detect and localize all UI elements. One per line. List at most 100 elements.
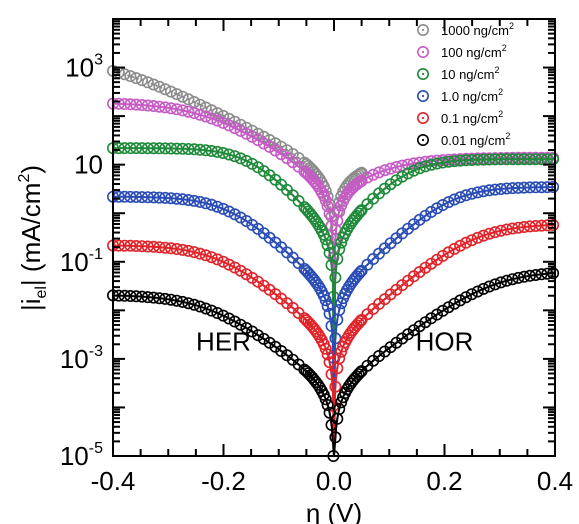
- series-3-point-center: [297, 262, 300, 265]
- series-5-point-center: [424, 321, 427, 324]
- series-3-point-center: [285, 251, 289, 254]
- series-5-point: [194, 300, 207, 313]
- series-5-point-center: [316, 383, 320, 386]
- series-5-point-center: [412, 329, 415, 332]
- series-4-point: [436, 249, 449, 262]
- series-1-point: [321, 200, 334, 213]
- series-0-point-center: [291, 152, 294, 156]
- series-1-point: [165, 102, 178, 115]
- series-3-point-center: [372, 257, 375, 261]
- series-4-point-center: [285, 302, 289, 305]
- series-5-point: [465, 288, 478, 301]
- series-4-point-center: [435, 258, 439, 261]
- series-3-point: [333, 303, 346, 316]
- series-2-point-center: [285, 188, 289, 191]
- series-4-point: [194, 247, 207, 260]
- legend-label-sup: 2: [509, 21, 514, 31]
- series-4-point: [442, 246, 455, 259]
- series-2-point: [390, 174, 403, 187]
- series-4-point-center: [372, 307, 375, 310]
- series-3-point-center: [401, 232, 404, 235]
- series-5-point-center: [360, 370, 363, 373]
- x-tick-label: 0.0: [316, 466, 352, 496]
- series-4-point: [483, 227, 496, 240]
- series-3-point: [228, 208, 241, 221]
- series-3-point-center: [326, 304, 329, 308]
- series-4-point-center: [314, 330, 318, 333]
- series-4-point-center: [297, 311, 300, 315]
- series-4-point-center: [395, 288, 398, 291]
- series-4-point-center: [268, 288, 271, 291]
- series-2-point-center: [291, 194, 294, 197]
- series-5-point-center: [401, 337, 404, 340]
- series-4-point: [471, 231, 484, 244]
- series-4-point: [448, 242, 461, 255]
- series-4-point: [319, 342, 332, 355]
- legend-marker: [416, 45, 429, 58]
- series-2-point: [419, 160, 432, 173]
- series-5-point-center: [372, 359, 375, 362]
- series-1-point: [384, 162, 397, 175]
- series-2-point-center: [297, 199, 300, 203]
- series-3-point: [448, 193, 461, 206]
- series-3-point: [430, 202, 443, 215]
- series-1-point: [333, 205, 346, 218]
- series-5-point-center: [435, 313, 439, 316]
- x-ticks-layer: [112, 19, 556, 456]
- series-3-point-center: [274, 241, 277, 244]
- series-4-point-center: [274, 293, 277, 296]
- series-4-point-center: [430, 262, 433, 265]
- series-2-point-center: [383, 187, 386, 190]
- series-2-point-center: [326, 244, 329, 247]
- legend-label-sup: 2: [498, 87, 503, 97]
- y-tick-label: 103: [65, 52, 103, 83]
- series-5-point: [448, 297, 461, 310]
- series-3-point-center: [552, 185, 555, 189]
- y-tick-label-exp: 3: [94, 52, 103, 69]
- legend-label-sup: 2: [494, 65, 499, 75]
- series-5-point: [223, 312, 236, 325]
- series-3-point-center: [360, 269, 363, 272]
- x-axis-label: η (V): [306, 498, 362, 524]
- series-5-point-center: [366, 364, 369, 367]
- x-tick-labels: -0.4 -0.2 0.0 0.2 0.4: [91, 466, 573, 496]
- series-1-point-center: [344, 196, 347, 199]
- series-2-point-center: [332, 295, 335, 298]
- series-5-point: [217, 309, 230, 322]
- y-ticks-layer: [113, 20, 555, 457]
- y-axis-label-mid: | (mA/cm: [16, 183, 46, 287]
- series-3-point-center: [389, 242, 392, 245]
- series-5-point: [176, 295, 189, 308]
- series-3-point: [425, 205, 438, 218]
- series-3-point-center: [330, 324, 333, 327]
- legend-label-sup: 2: [502, 43, 507, 53]
- series-1-point: [378, 164, 391, 177]
- series-5-point: [240, 321, 253, 334]
- series-2-point-center: [389, 183, 392, 186]
- series-5-point: [319, 393, 332, 406]
- series-3-point-center: [347, 285, 350, 288]
- series-4: [107, 219, 560, 457]
- series-5-point-center: [406, 333, 410, 336]
- series-1-point-center: [291, 161, 294, 164]
- series-2-point-center: [316, 223, 320, 226]
- series-0-point-center: [285, 149, 289, 152]
- series-3-point: [199, 197, 212, 210]
- series-5-point: [494, 276, 507, 289]
- legend-marker-center: [421, 94, 425, 98]
- series-2-point-center: [372, 197, 375, 200]
- series-2-point: [354, 205, 367, 218]
- series-4-point: [176, 243, 189, 256]
- series-2-point: [425, 158, 438, 171]
- y-tick-label-base: 10: [60, 247, 89, 277]
- series-4-point-center: [280, 297, 283, 300]
- series-2-point-center: [274, 178, 277, 181]
- series-1-point: [170, 103, 183, 116]
- series-1-point-center: [268, 145, 271, 148]
- series-4-point: [199, 249, 212, 262]
- series-1-point: [205, 112, 218, 125]
- series-4-point: [321, 348, 334, 361]
- series-3-point-center: [239, 216, 242, 219]
- legend-marker-center: [421, 28, 425, 32]
